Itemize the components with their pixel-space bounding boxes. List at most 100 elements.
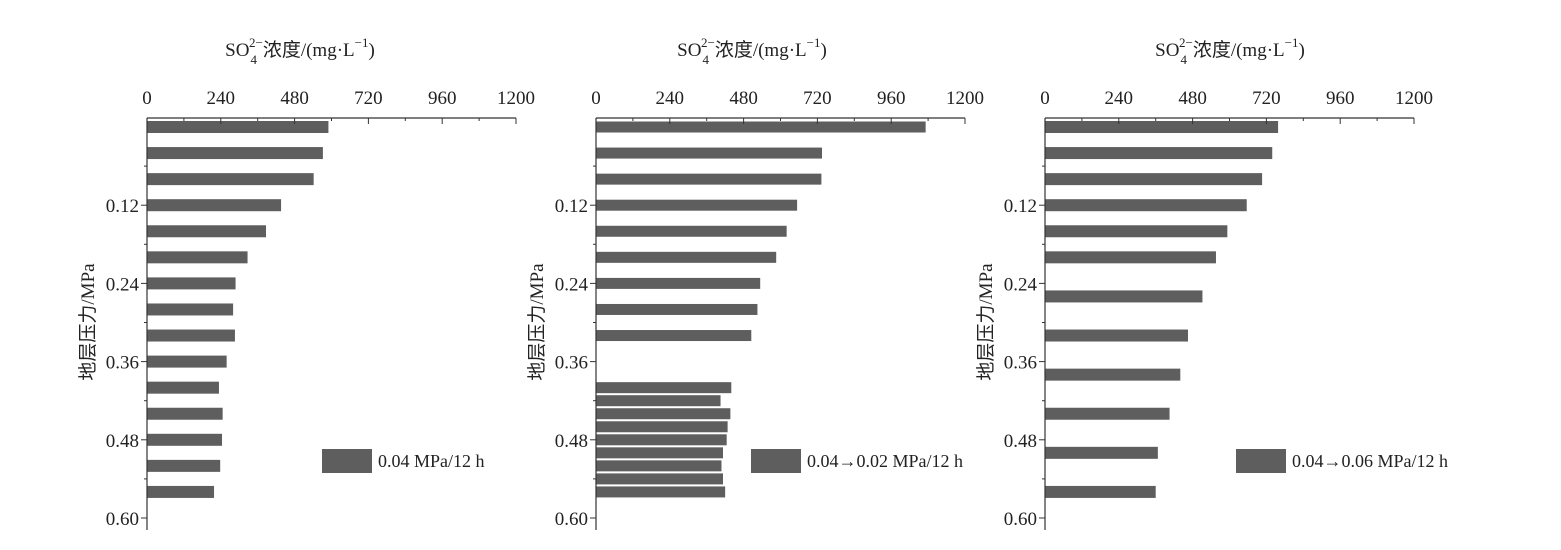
legend-swatch xyxy=(322,449,372,473)
y-tick-label: 0.12 xyxy=(1004,196,1037,217)
bar xyxy=(147,355,227,368)
bar xyxy=(596,121,926,133)
x-tick-label: 240 xyxy=(656,88,685,109)
x-tick-label: 720 xyxy=(803,88,832,109)
x-tick-label: 0 xyxy=(142,88,152,109)
axes xyxy=(590,117,966,530)
bar xyxy=(147,459,221,472)
y-tick-label: 0.36 xyxy=(555,353,588,374)
bar xyxy=(596,395,721,407)
y-tick-label: 0.48 xyxy=(106,431,139,452)
y-tick-labels: 0.12 0.24 0.36 0.48 0.60 xyxy=(555,196,589,530)
bar xyxy=(596,251,777,263)
bar xyxy=(147,381,219,394)
bar xyxy=(147,303,234,316)
bar xyxy=(596,447,723,459)
bar xyxy=(147,407,223,420)
x-tick-label: 480 xyxy=(1178,88,1207,109)
bar xyxy=(1045,368,1181,381)
x-tick-label: 720 xyxy=(354,88,383,109)
bar xyxy=(1045,407,1170,420)
y-tick-label: 0.36 xyxy=(106,353,139,374)
bar xyxy=(147,485,215,498)
chart-panel-2: SO42−浓度/(mg·L−1) 地层压力/MPa 0 240 480 720 960 1… xyxy=(526,35,984,530)
bar xyxy=(596,277,761,289)
bar xyxy=(596,434,727,446)
legend-label: 0.04→0.02 MPa/12 h xyxy=(807,451,963,471)
bar xyxy=(596,330,752,342)
axes xyxy=(1039,117,1415,530)
bar xyxy=(596,408,731,420)
bar xyxy=(147,433,223,446)
y-tick-label: 0.24 xyxy=(555,274,589,295)
y-axis-title: 地层压力/MPa xyxy=(526,263,548,381)
bar xyxy=(1045,251,1216,264)
x-tick-labels: 0 240 480 720 960 1200 xyxy=(1040,88,1433,109)
x-tick-label: 720 xyxy=(1252,88,1281,109)
x-tick-label: 240 xyxy=(1105,88,1134,109)
bar xyxy=(147,121,329,133)
legend-swatch xyxy=(751,449,801,473)
x-tick-label: 0 xyxy=(1040,88,1050,109)
bars xyxy=(1045,121,1279,498)
bar xyxy=(147,329,235,342)
bar xyxy=(596,486,726,498)
x-tick-label: 960 xyxy=(877,88,906,109)
bar xyxy=(1045,225,1228,238)
bar xyxy=(1045,485,1156,498)
y-tick-label: 0.12 xyxy=(555,196,588,217)
y-tick-label: 0.24 xyxy=(106,274,140,295)
axes xyxy=(141,117,517,530)
y-axis-title: 地层压力/MPa xyxy=(77,263,99,381)
x-axis-title: SO42−浓度/(mg·L−1) xyxy=(1155,35,1305,67)
x-tick-label: 1200 xyxy=(946,88,984,109)
bar xyxy=(596,382,732,394)
legend-label: 0.04→0.06 MPa/12 h xyxy=(1292,451,1448,471)
bar xyxy=(1045,199,1247,212)
x-tick-label: 480 xyxy=(280,88,309,109)
y-axis-title: 地层压力/MPa xyxy=(975,263,997,381)
y-tick-label: 0.48 xyxy=(1004,431,1037,452)
bar xyxy=(596,173,822,185)
bar xyxy=(147,225,267,238)
legend-swatch xyxy=(1236,449,1286,473)
y-tick-label: 0.60 xyxy=(106,509,139,530)
x-tick-label: 960 xyxy=(1326,88,1355,109)
bar xyxy=(1045,173,1263,186)
bar xyxy=(596,473,723,485)
x-tick-label: 1200 xyxy=(497,88,535,109)
x-axis-title: SO42−浓度/(mg·L−1) xyxy=(225,35,375,67)
bars xyxy=(596,121,926,498)
bars xyxy=(147,121,329,498)
x-tick-label: 240 xyxy=(207,88,236,109)
bar xyxy=(1045,147,1273,160)
bar xyxy=(1045,329,1188,342)
x-tick-labels: 0 240 480 720 960 1200 xyxy=(591,88,984,109)
y-tick-label: 0.12 xyxy=(106,196,139,217)
x-tick-label: 1200 xyxy=(1395,88,1433,109)
bar xyxy=(1045,290,1203,303)
legend-label: 0.04 MPa/12 h xyxy=(378,451,485,471)
bar xyxy=(147,147,323,160)
y-tick-label: 0.60 xyxy=(555,509,588,530)
bar xyxy=(1045,121,1279,133)
y-tick-labels: 0.12 0.24 0.36 0.48 0.60 xyxy=(1004,196,1038,530)
bar xyxy=(596,460,722,472)
bar xyxy=(596,199,798,211)
y-tick-label: 0.36 xyxy=(1004,353,1037,374)
chart-panel-3: SO42−浓度/(mg·L−1) 地层压力/MPa 0 240 480 720 960 1… xyxy=(975,35,1448,530)
bar xyxy=(147,173,314,186)
x-tick-label: 480 xyxy=(729,88,758,109)
y-tick-label: 0.24 xyxy=(1004,274,1038,295)
legend: 0.04→0.06 MPa/12 h xyxy=(1236,449,1448,473)
bar xyxy=(147,277,236,290)
bar xyxy=(596,147,823,159)
bar xyxy=(596,303,758,315)
chart-panel-1: SO42−浓度/(mg·L−1) 地层压力/MPa 0 240 480 720 960 1… xyxy=(77,35,535,530)
x-tick-labels: 0 240 480 720 960 1200 xyxy=(142,88,535,109)
x-axis-title: SO42−浓度/(mg·L−1) xyxy=(677,35,827,67)
bar xyxy=(1045,446,1158,459)
bar xyxy=(596,421,728,433)
